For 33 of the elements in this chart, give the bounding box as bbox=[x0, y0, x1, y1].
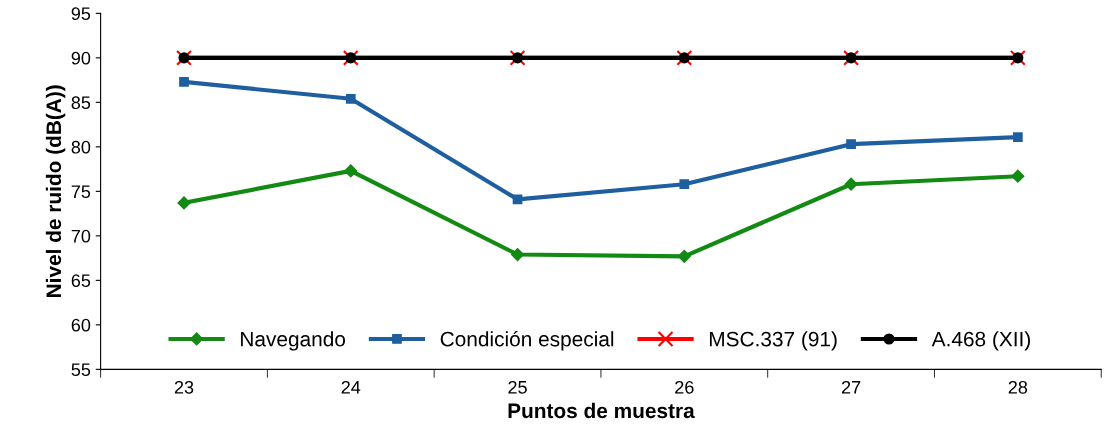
x-tick-label: 24 bbox=[341, 380, 361, 394]
y-tick-label: 55 bbox=[71, 363, 91, 377]
point bbox=[1012, 132, 1023, 142]
x-tick-label: 28 bbox=[1008, 380, 1028, 394]
y-tick-label: 85 bbox=[71, 96, 91, 110]
point bbox=[179, 77, 189, 87]
legend-label: MSC.337 (91) bbox=[709, 331, 837, 351]
x-tick-label: 26 bbox=[675, 380, 694, 394]
point bbox=[677, 249, 691, 263]
x-tick-label: 25 bbox=[508, 380, 527, 394]
point bbox=[679, 179, 690, 190]
legend-label: A.468 (XII) bbox=[931, 331, 1030, 351]
x-tick-label: 27 bbox=[841, 380, 861, 394]
y-tick-label: 70 bbox=[71, 229, 91, 243]
point bbox=[844, 177, 858, 191]
point bbox=[1011, 169, 1025, 183]
y-tick-label: 90 bbox=[71, 51, 91, 65]
point bbox=[512, 194, 523, 205]
point bbox=[344, 164, 358, 178]
y-tick-label: 60 bbox=[71, 318, 91, 332]
y-tick-label: 80 bbox=[71, 140, 91, 154]
point bbox=[510, 247, 525, 262]
y-tick-label: 65 bbox=[71, 274, 91, 288]
point bbox=[177, 196, 191, 210]
point bbox=[846, 139, 856, 150]
legend-label: Navegando bbox=[241, 331, 346, 351]
y-tick-label: 95 bbox=[71, 7, 91, 21]
y-axis-title: Nivel de ruido (dB(A)) bbox=[45, 85, 66, 298]
x-axis-title: Puntos de muestra bbox=[508, 402, 695, 419]
x-tick-label: 23 bbox=[174, 380, 194, 394]
point bbox=[345, 93, 356, 104]
y-tick-label: 75 bbox=[71, 185, 91, 199]
legend-label: Condición especial bbox=[440, 330, 614, 351]
